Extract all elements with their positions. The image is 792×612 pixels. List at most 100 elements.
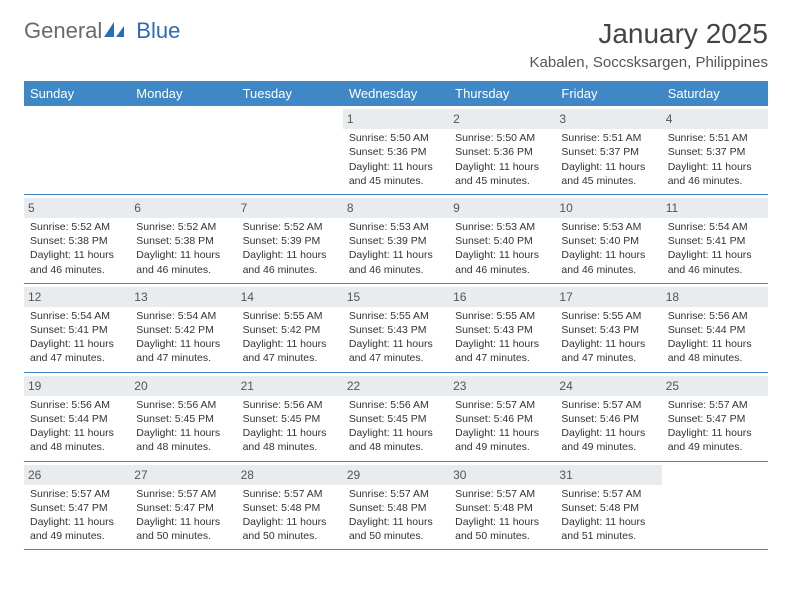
sunset-text: Sunset: 5:36 PM xyxy=(349,145,443,159)
daylight-text: Daylight: 11 hours xyxy=(668,426,762,440)
day-number: 5 xyxy=(24,198,130,218)
daylight-text: Daylight: 11 hours xyxy=(561,426,655,440)
logo-sail-icon xyxy=(104,19,126,44)
calendar-cell xyxy=(24,106,130,194)
sunset-text: Sunset: 5:39 PM xyxy=(243,234,337,248)
calendar-cell: 24Sunrise: 5:57 AMSunset: 5:46 PMDayligh… xyxy=(555,373,661,461)
daylight-text: Daylight: 11 hours xyxy=(349,248,443,262)
sunset-text: Sunset: 5:38 PM xyxy=(136,234,230,248)
calendar-cell: 5Sunrise: 5:52 AMSunset: 5:38 PMDaylight… xyxy=(24,195,130,283)
sunrise-text: Sunrise: 5:55 AM xyxy=(455,309,549,323)
daylight-text: and 45 minutes. xyxy=(561,174,655,188)
day-header-fri: Friday xyxy=(555,81,661,106)
sunset-text: Sunset: 5:46 PM xyxy=(455,412,549,426)
sunset-text: Sunset: 5:47 PM xyxy=(668,412,762,426)
calendar-week-row: 1Sunrise: 5:50 AMSunset: 5:36 PMDaylight… xyxy=(24,106,768,195)
calendar-header-row: Sunday Monday Tuesday Wednesday Thursday… xyxy=(24,81,768,106)
daylight-text: Daylight: 11 hours xyxy=(668,248,762,262)
daylight-text: Daylight: 11 hours xyxy=(455,515,549,529)
daylight-text: and 47 minutes. xyxy=(561,351,655,365)
day-number: 12 xyxy=(24,287,130,307)
sunset-text: Sunset: 5:45 PM xyxy=(349,412,443,426)
day-number: 15 xyxy=(343,287,449,307)
day-number: 3 xyxy=(555,109,661,129)
calendar-cell: 29Sunrise: 5:57 AMSunset: 5:48 PMDayligh… xyxy=(343,462,449,550)
sunrise-text: Sunrise: 5:57 AM xyxy=(243,487,337,501)
sunset-text: Sunset: 5:48 PM xyxy=(455,501,549,515)
daylight-text: Daylight: 11 hours xyxy=(561,248,655,262)
sunrise-text: Sunrise: 5:56 AM xyxy=(30,398,124,412)
sunset-text: Sunset: 5:44 PM xyxy=(668,323,762,337)
daylight-text: and 49 minutes. xyxy=(30,529,124,543)
sunset-text: Sunset: 5:43 PM xyxy=(455,323,549,337)
sunset-text: Sunset: 5:42 PM xyxy=(243,323,337,337)
sunrise-text: Sunrise: 5:55 AM xyxy=(561,309,655,323)
day-header-wed: Wednesday xyxy=(343,81,449,106)
daylight-text: Daylight: 11 hours xyxy=(243,515,337,529)
day-number: 2 xyxy=(449,109,555,129)
day-number: 18 xyxy=(662,287,768,307)
daylight-text: and 46 minutes. xyxy=(30,263,124,277)
daylight-text: and 47 minutes. xyxy=(455,351,549,365)
sunrise-text: Sunrise: 5:53 AM xyxy=(455,220,549,234)
sunset-text: Sunset: 5:40 PM xyxy=(561,234,655,248)
calendar-cell: 26Sunrise: 5:57 AMSunset: 5:47 PMDayligh… xyxy=(24,462,130,550)
daylight-text: and 46 minutes. xyxy=(561,263,655,277)
calendar-cell: 23Sunrise: 5:57 AMSunset: 5:46 PMDayligh… xyxy=(449,373,555,461)
sunset-text: Sunset: 5:43 PM xyxy=(561,323,655,337)
sunset-text: Sunset: 5:37 PM xyxy=(561,145,655,159)
daylight-text: and 46 minutes. xyxy=(668,263,762,277)
daylight-text: Daylight: 11 hours xyxy=(243,248,337,262)
sunset-text: Sunset: 5:40 PM xyxy=(455,234,549,248)
page-title: January 2025 xyxy=(530,18,768,50)
sunrise-text: Sunrise: 5:54 AM xyxy=(136,309,230,323)
calendar-cell: 30Sunrise: 5:57 AMSunset: 5:48 PMDayligh… xyxy=(449,462,555,550)
daylight-text: and 48 minutes. xyxy=(668,351,762,365)
sunset-text: Sunset: 5:37 PM xyxy=(668,145,762,159)
daylight-text: Daylight: 11 hours xyxy=(455,160,549,174)
calendar-cell: 18 Sunrise: 5:56 AMSunset: 5:44 PMDayligh… xyxy=(662,284,768,372)
sunset-text: Sunset: 5:48 PM xyxy=(561,501,655,515)
day-header-tue: Tuesday xyxy=(237,81,343,106)
sunrise-text: Sunrise: 5:50 AM xyxy=(349,131,443,145)
day-number: 9 xyxy=(449,198,555,218)
daylight-text: and 48 minutes. xyxy=(136,440,230,454)
sunrise-text: Sunrise: 5:52 AM xyxy=(243,220,337,234)
day-number: 24 xyxy=(555,376,661,396)
calendar-cell: 22Sunrise: 5:56 AMSunset: 5:45 PMDayligh… xyxy=(343,373,449,461)
calendar-cell: 7 Sunrise: 5:52 AMSunset: 5:39 PMDaylight… xyxy=(237,195,343,283)
daylight-text: and 46 minutes. xyxy=(455,263,549,277)
day-header-thu: Thursday xyxy=(449,81,555,106)
daylight-text: Daylight: 11 hours xyxy=(561,515,655,529)
calendar-cell xyxy=(237,106,343,194)
day-number: 31 xyxy=(555,465,661,485)
calendar-cell: 2Sunrise: 5:50 AMSunset: 5:36 PMDaylight… xyxy=(449,106,555,194)
sunset-text: Sunset: 5:47 PM xyxy=(30,501,124,515)
calendar-cell: 27Sunrise: 5:57 AMSunset: 5:47 PMDayligh… xyxy=(130,462,236,550)
calendar-cell: 17Sunrise: 5:55 AMSunset: 5:43 PMDayligh… xyxy=(555,284,661,372)
sunrise-text: Sunrise: 5:52 AM xyxy=(136,220,230,234)
day-number: 10 xyxy=(555,198,661,218)
calendar-cell: 13Sunrise: 5:54 AMSunset: 5:42 PMDayligh… xyxy=(130,284,236,372)
calendar-cell: 31 Sunrise: 5:57 AMSunset: 5:48 PMDayligh… xyxy=(555,462,661,550)
calendar-cell: 15Sunrise: 5:55 AMSunset: 5:43 PMDayligh… xyxy=(343,284,449,372)
title-block: January 2025 Kabalen, Soccsksargen, Phil… xyxy=(530,18,768,71)
day-number: 7 xyxy=(237,198,343,218)
daylight-text: and 47 minutes. xyxy=(243,351,337,365)
sunset-text: Sunset: 5:41 PM xyxy=(668,234,762,248)
sunrise-text: Sunrise: 5:56 AM xyxy=(668,309,762,323)
day-number: 16 xyxy=(449,287,555,307)
sunrise-text: Sunrise: 5:51 AM xyxy=(668,131,762,145)
sunrise-text: Sunrise: 5:51 AM xyxy=(561,131,655,145)
daylight-text: Daylight: 11 hours xyxy=(668,337,762,351)
calendar-cell: 16Sunrise: 5:55 AMSunset: 5:43 PMDayligh… xyxy=(449,284,555,372)
calendar-cell: 4Sunrise: 5:51 AMSunset: 5:37 PMDaylight… xyxy=(662,106,768,194)
sunrise-text: Sunrise: 5:56 AM xyxy=(349,398,443,412)
sunrise-text: Sunrise: 5:57 AM xyxy=(136,487,230,501)
sunrise-text: Sunrise: 5:57 AM xyxy=(455,487,549,501)
sunrise-text: Sunrise: 5:57 AM xyxy=(668,398,762,412)
sunrise-text: Sunrise: 5:57 AM xyxy=(561,487,655,501)
daylight-text: Daylight: 11 hours xyxy=(136,515,230,529)
sunrise-text: Sunrise: 5:55 AM xyxy=(243,309,337,323)
daylight-text: Daylight: 11 hours xyxy=(349,426,443,440)
